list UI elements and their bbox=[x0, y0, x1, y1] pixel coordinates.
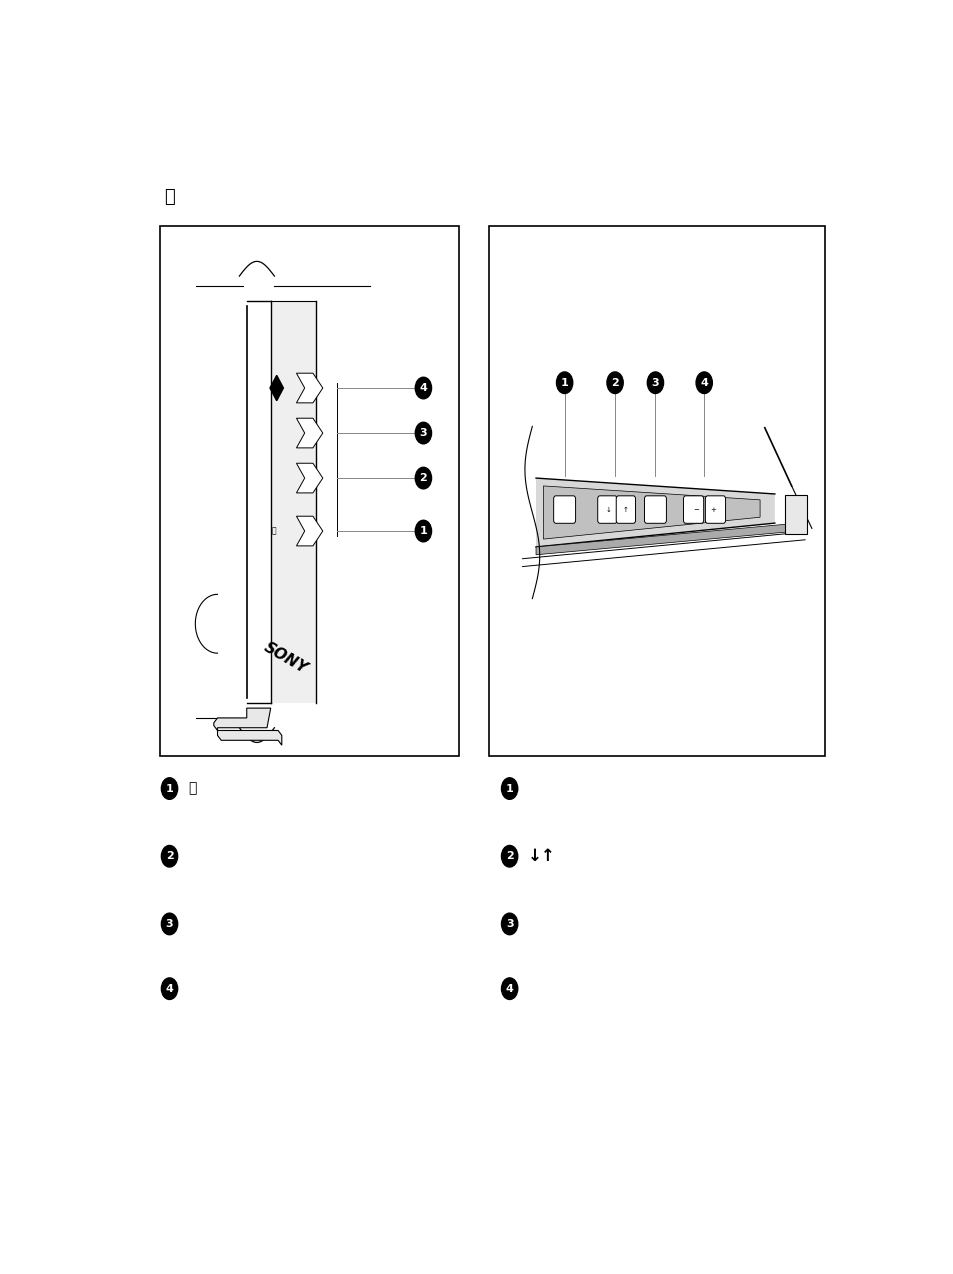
Text: 2: 2 bbox=[505, 851, 513, 861]
Circle shape bbox=[415, 520, 431, 541]
Text: 1: 1 bbox=[560, 377, 568, 387]
Circle shape bbox=[501, 913, 517, 935]
Circle shape bbox=[415, 422, 431, 443]
Text: −: − bbox=[692, 507, 698, 512]
Text: ⏻: ⏻ bbox=[164, 189, 174, 206]
Polygon shape bbox=[271, 301, 315, 703]
FancyBboxPatch shape bbox=[704, 496, 725, 524]
Circle shape bbox=[696, 372, 712, 394]
Polygon shape bbox=[543, 485, 760, 539]
Circle shape bbox=[501, 978, 517, 1000]
Text: 4: 4 bbox=[700, 377, 707, 387]
FancyBboxPatch shape bbox=[553, 496, 575, 524]
Circle shape bbox=[501, 846, 517, 868]
FancyBboxPatch shape bbox=[644, 496, 666, 524]
Circle shape bbox=[161, 777, 177, 799]
Circle shape bbox=[501, 777, 517, 799]
Text: 3: 3 bbox=[166, 919, 173, 929]
Bar bbox=[784, 494, 806, 534]
Text: 4: 4 bbox=[505, 984, 513, 994]
Text: 1: 1 bbox=[419, 526, 427, 536]
Bar bbox=[488, 227, 824, 757]
Text: +: + bbox=[710, 507, 716, 512]
Bar bbox=[160, 227, 459, 757]
FancyBboxPatch shape bbox=[598, 496, 617, 524]
Polygon shape bbox=[296, 464, 322, 493]
FancyBboxPatch shape bbox=[682, 496, 703, 524]
Text: 1: 1 bbox=[505, 784, 513, 794]
Polygon shape bbox=[296, 373, 322, 403]
Text: 4: 4 bbox=[419, 383, 427, 392]
Circle shape bbox=[161, 846, 177, 868]
Circle shape bbox=[606, 372, 622, 394]
Text: SONY: SONY bbox=[261, 640, 310, 676]
Text: ⏻: ⏻ bbox=[188, 781, 196, 795]
FancyBboxPatch shape bbox=[616, 496, 635, 524]
Polygon shape bbox=[213, 708, 281, 745]
Circle shape bbox=[415, 468, 431, 489]
Polygon shape bbox=[296, 418, 322, 448]
Polygon shape bbox=[536, 524, 798, 554]
Circle shape bbox=[415, 377, 431, 399]
Circle shape bbox=[161, 913, 177, 935]
Polygon shape bbox=[296, 516, 322, 545]
Text: 1: 1 bbox=[166, 784, 173, 794]
Text: ↓: ↓ bbox=[605, 507, 611, 512]
Polygon shape bbox=[270, 376, 283, 401]
Text: 2: 2 bbox=[611, 377, 618, 387]
Circle shape bbox=[647, 372, 663, 394]
Text: 3: 3 bbox=[505, 919, 513, 929]
Text: ↑: ↑ bbox=[621, 507, 627, 512]
Circle shape bbox=[161, 978, 177, 1000]
Text: 3: 3 bbox=[419, 428, 427, 438]
Text: 2: 2 bbox=[166, 851, 173, 861]
Text: 2: 2 bbox=[419, 473, 427, 483]
Polygon shape bbox=[536, 478, 774, 547]
Text: 3: 3 bbox=[651, 377, 659, 387]
Circle shape bbox=[556, 372, 572, 394]
Text: ⏻: ⏻ bbox=[271, 526, 275, 535]
Text: 4: 4 bbox=[166, 984, 173, 994]
Text: ↓↑: ↓↑ bbox=[528, 847, 556, 865]
